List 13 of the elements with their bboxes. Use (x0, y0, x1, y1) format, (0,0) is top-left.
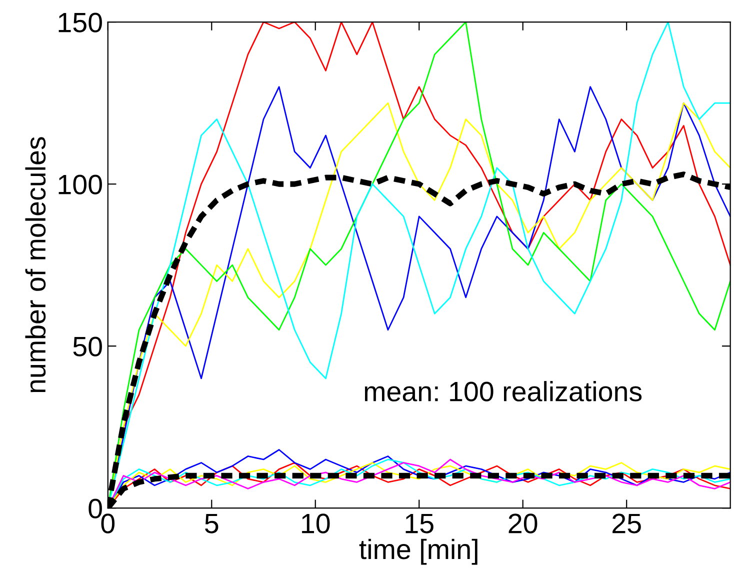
x-tick-label: 10 (302, 514, 330, 534)
y-tick-label: 100 (58, 174, 102, 194)
x-tick-label: 0 (101, 514, 115, 534)
x-tick-label: 25 (612, 514, 641, 534)
annotation: mean: 100 realizations (364, 381, 642, 402)
y-tick-label: 0 (88, 498, 102, 518)
y-tick-label: 50 (73, 336, 102, 356)
x-tick-label: 5 (205, 514, 218, 534)
x-tick-label: 20 (508, 514, 538, 534)
y-axis-title: number of molecules (25, 137, 46, 392)
y-tick-label: 150 (58, 12, 102, 32)
x-tick-label: 15 (406, 514, 434, 534)
x-axis-title: time [min] (359, 538, 478, 565)
